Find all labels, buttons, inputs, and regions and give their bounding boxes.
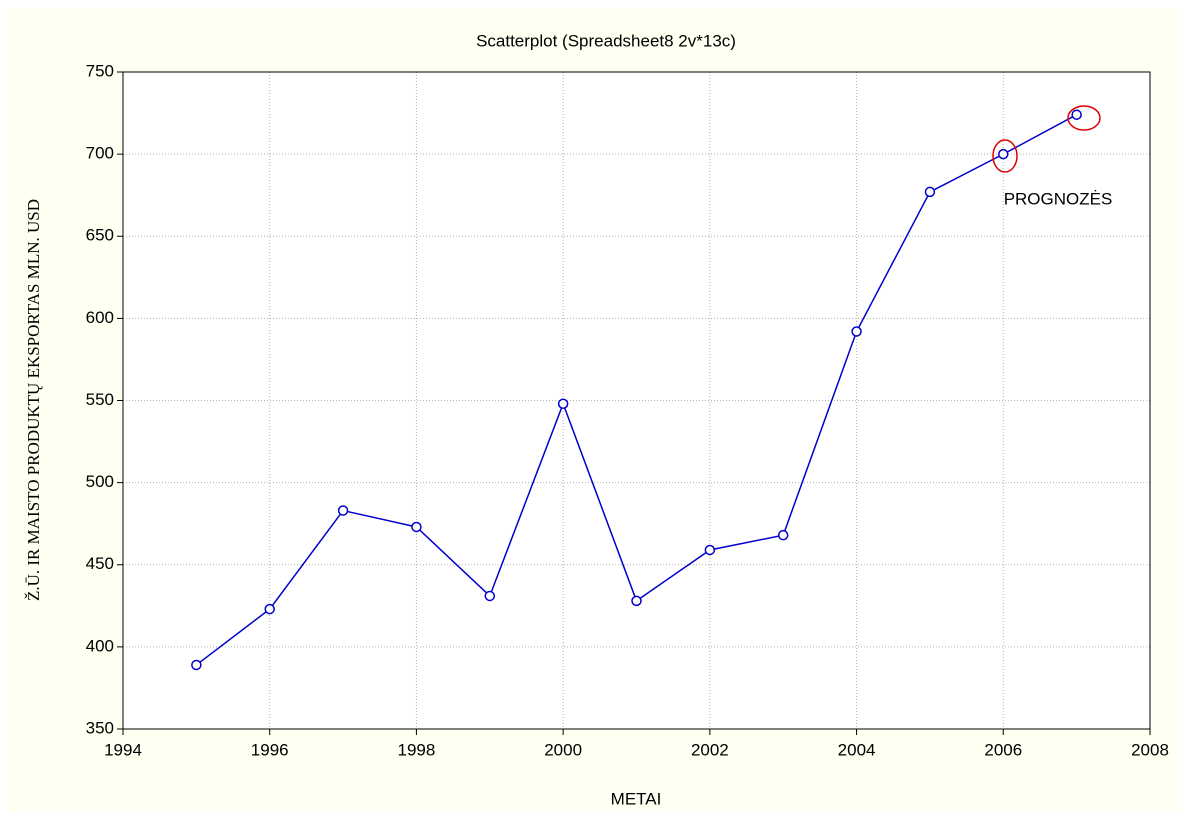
- plot: 350 400 450 500 550 600 650 700 750 1994 1996 1998 2…: [86, 61, 1169, 759]
- x-tick-label: 1996: [251, 740, 289, 759]
- data-point: [484, 590, 496, 602]
- x-tick-label: 2004: [838, 740, 876, 759]
- data-point: [851, 326, 862, 337]
- y-tick-label: 700: [86, 144, 114, 163]
- chart-title: Scatterplot (Spreadsheet8 2v*13c): [476, 31, 736, 50]
- y-axis-label: Ž.Ū. IR MAISTO PRODUKTŲ EKSPORTAS MLN. U…: [24, 199, 43, 601]
- x-tick-label: 2006: [984, 740, 1022, 759]
- data-point: [337, 505, 349, 516]
- data-point: [631, 595, 642, 607]
- data-point: [557, 398, 569, 410]
- data-point: [1071, 109, 1082, 120]
- highlight-ellipse: [1067, 105, 1101, 131]
- y-tick-label: 350: [86, 718, 114, 737]
- data-point: [264, 603, 275, 615]
- annotation: PROGNOZĖS: [1004, 189, 1113, 208]
- x-tick-label: 2008: [1131, 740, 1169, 759]
- x-axis-label: METAI: [611, 789, 662, 808]
- data-point: [191, 659, 202, 671]
- y-tick-label: 450: [86, 554, 114, 573]
- y-tick-label: 600: [86, 308, 114, 327]
- y-tick-label: 400: [86, 636, 114, 655]
- data-point: [411, 521, 422, 533]
- data-point: [777, 529, 789, 541]
- y-tick-label: 500: [86, 472, 114, 491]
- y-tick-label: 650: [86, 226, 114, 245]
- highlight-ellipse: [992, 139, 1018, 173]
- y-tick-label: 550: [86, 390, 114, 409]
- x-tick-label: 1994: [104, 740, 142, 759]
- data-point: [704, 544, 716, 556]
- x-tick-label: 1998: [398, 740, 436, 759]
- x-tick-label: 2000: [544, 740, 582, 759]
- plot-frame: [122, 71, 1151, 730]
- data-point: [924, 186, 936, 198]
- x-tick-label: 2002: [691, 740, 729, 759]
- y-tick-label: 750: [86, 61, 114, 80]
- data-point: [998, 148, 1009, 160]
